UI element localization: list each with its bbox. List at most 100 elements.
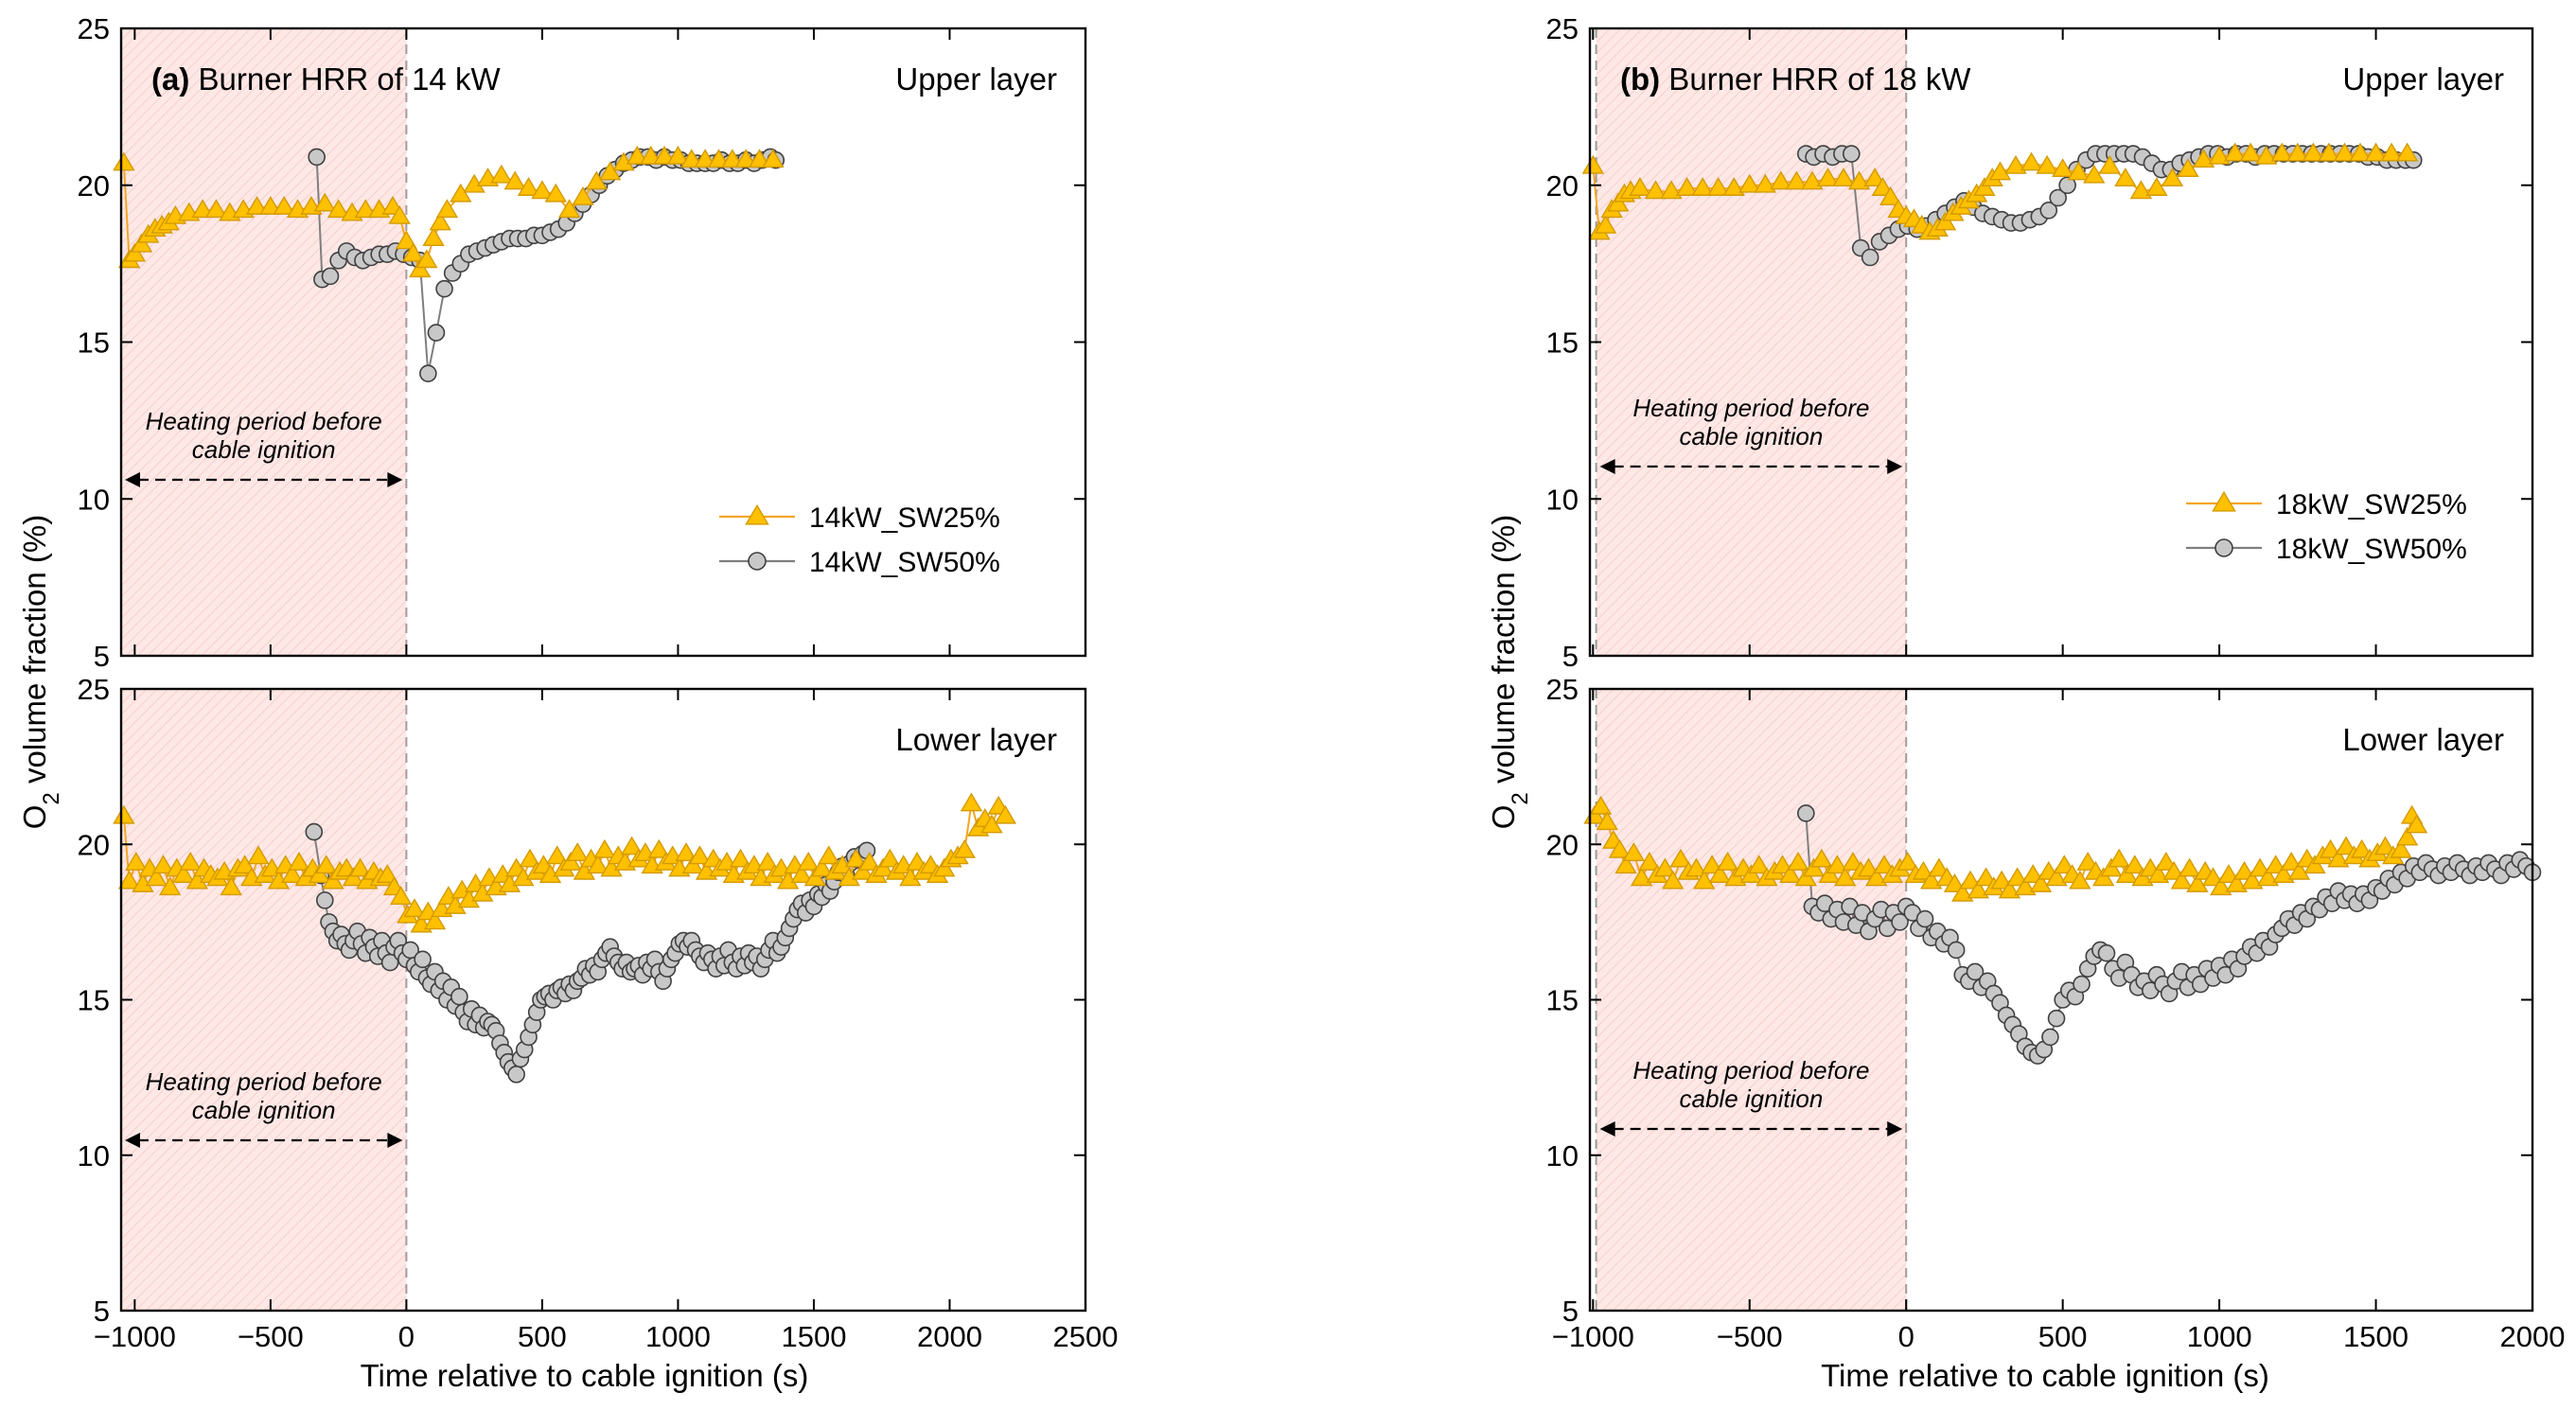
series-sw25-point: [1988, 161, 2012, 181]
heating-annotation-line2: cable ignition: [1680, 422, 1824, 450]
series-sw25-point: [2067, 161, 2090, 181]
series-sw25-point: [388, 204, 411, 224]
arrow-head-left: [125, 472, 140, 487]
series-sw25-point: [544, 183, 567, 203]
series-sw50-point: [419, 364, 437, 382]
series-sw50-point: [1915, 909, 1934, 928]
series-sw50-point: [2041, 1028, 2059, 1047]
series-sw25-point: [429, 211, 451, 231]
y-tick-label: 15: [78, 984, 110, 1017]
y-tick-label: 20: [78, 828, 110, 861]
series-sw25-point: [2114, 167, 2137, 187]
series-sw25-point: [158, 876, 182, 896]
y-tick-label: 5: [94, 640, 110, 673]
series-sw25-point: [245, 195, 269, 215]
y-tick-label: 20: [78, 169, 110, 203]
series-sw25-point: [1608, 838, 1632, 858]
series-sw25-point: [326, 199, 350, 219]
series-sw25-point: [1847, 170, 1871, 190]
series-sw25-point: [2302, 142, 2325, 162]
series-sw50-point: [1891, 913, 1909, 931]
y-tick-label: 5: [1562, 1295, 1579, 1328]
series-sw25-point: [2155, 851, 2178, 871]
subplot-b-lower: 5 10 15 20 25 Lower layer Heating period befor…: [1546, 673, 2566, 1393]
series-sw25-point: [2014, 876, 2037, 896]
series-sw25-point: [348, 857, 372, 877]
series-sw25-point: [2178, 857, 2201, 877]
series-sw50-point: [1797, 804, 1815, 822]
series-sw25-point: [313, 192, 336, 212]
series-sw25-point: [1816, 167, 1840, 187]
series-sw25-point: [2232, 860, 2256, 880]
series-sw25-point: [2255, 145, 2278, 165]
series-sw25-point: [2217, 864, 2240, 883]
series-sw50-point: [414, 950, 432, 969]
series-sw50-point: [450, 987, 468, 1006]
heating-period-region: [1596, 28, 1907, 656]
series-sw25-point: [247, 845, 270, 865]
series-sw25-point: [2021, 864, 2044, 883]
series-sw25-point: [1842, 851, 1864, 871]
series-sw25-point: [1701, 855, 1723, 874]
x-tick-label: 1500: [781, 1320, 846, 1353]
series-sw25-point: [1771, 855, 1794, 874]
y-axis-title: O2 volume fraction (%): [17, 515, 64, 829]
series-sw25-point: [2380, 142, 2403, 162]
series-sw25-point: [2129, 180, 2153, 200]
x-tick-label: 0: [398, 1320, 415, 1353]
series-sw25-point: [546, 845, 569, 865]
series-sw50-point: [2073, 975, 2091, 994]
upper-layer-label: Upper layer: [895, 62, 1057, 97]
series-sw25-point: [1998, 879, 2021, 899]
series-sw25-point: [2225, 872, 2248, 892]
legend-sw50-marker: [748, 552, 767, 571]
series-sw25-point: [960, 792, 983, 812]
series-sw50-point: [435, 279, 453, 298]
y-axis-title-main: O: [17, 805, 52, 830]
series-sw25-point: [1873, 855, 1896, 874]
series-sw50-point: [857, 841, 876, 860]
series-sw25-point: [2131, 867, 2154, 887]
series-sw25-point: [2303, 855, 2326, 874]
series-sw25-point: [2333, 142, 2356, 162]
series-sw25-point: [1810, 848, 1833, 868]
series-sw25-point: [2280, 851, 2303, 871]
series-sw25-point: [2373, 836, 2397, 855]
legend: 18kW_SW25% 18kW_SW50%: [2186, 489, 2467, 565]
legend-sw50-label: 18kW_SW50%: [2276, 534, 2467, 565]
series-sw25-point: [593, 838, 616, 858]
series-sw25-point: [1693, 870, 1716, 890]
series-sw25-point: [762, 149, 785, 168]
series-sw25-point: [953, 838, 976, 858]
series-sw25-point: [1990, 870, 2013, 890]
series-sw25-point: [2069, 870, 2091, 890]
series-sw25-point: [599, 161, 622, 181]
y-tick-label: 25: [78, 12, 110, 45]
series-sw25-point: [2241, 870, 2264, 890]
series-sw25-point: [191, 199, 214, 219]
series-sw50-point: [1842, 145, 1861, 163]
series-sw25-point: [2249, 857, 2271, 877]
lower-layer-label: Lower layer: [2342, 722, 2504, 757]
series-sw50-point: [2058, 176, 2076, 195]
series-sw25-point: [2186, 872, 2209, 892]
series-sw25-point: [2192, 149, 2215, 168]
series-sw50-point: [2039, 201, 2058, 220]
panel-title-text: Burner HRR of 14 kW: [189, 62, 501, 97]
series-sw25-point: [415, 249, 438, 269]
series-sw25-point: [288, 851, 310, 871]
series-sw25-point: [2091, 867, 2115, 887]
series-sw25-point: [1738, 173, 1761, 193]
y-tick-label: 15: [1546, 326, 1579, 360]
x-tick-label: 500: [2038, 1320, 2088, 1353]
series-sw25-point: [1614, 855, 1637, 874]
series-sw25-point: [647, 838, 671, 858]
series-sw25-point: [1748, 855, 1771, 874]
series-sw25-point: [1973, 177, 1996, 196]
series-sw25-point: [376, 864, 398, 883]
series-sw25-point: [980, 814, 1003, 834]
series-sw25-point: [2364, 142, 2388, 162]
arrow-head-left: [1599, 459, 1615, 474]
series-sw25-point: [675, 842, 697, 861]
